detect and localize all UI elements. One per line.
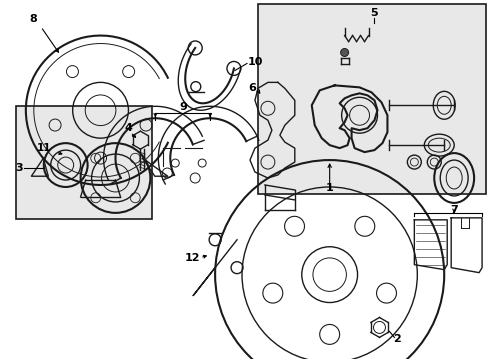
Text: 10: 10: [247, 58, 263, 67]
Bar: [258, 4, 485, 194]
Text: 8: 8: [29, 14, 37, 24]
Circle shape: [340, 49, 348, 57]
Text: 1: 1: [325, 183, 333, 193]
Text: 11: 11: [37, 143, 51, 153]
Text: 5: 5: [370, 8, 378, 18]
Text: 2: 2: [393, 334, 401, 345]
Text: 7: 7: [449, 205, 457, 215]
Text: 12: 12: [184, 253, 200, 263]
Text: 4: 4: [124, 123, 132, 133]
Bar: [16, 107, 152, 220]
Text: 3: 3: [15, 163, 22, 173]
Text: 9: 9: [179, 102, 187, 112]
Text: 6: 6: [247, 84, 255, 93]
